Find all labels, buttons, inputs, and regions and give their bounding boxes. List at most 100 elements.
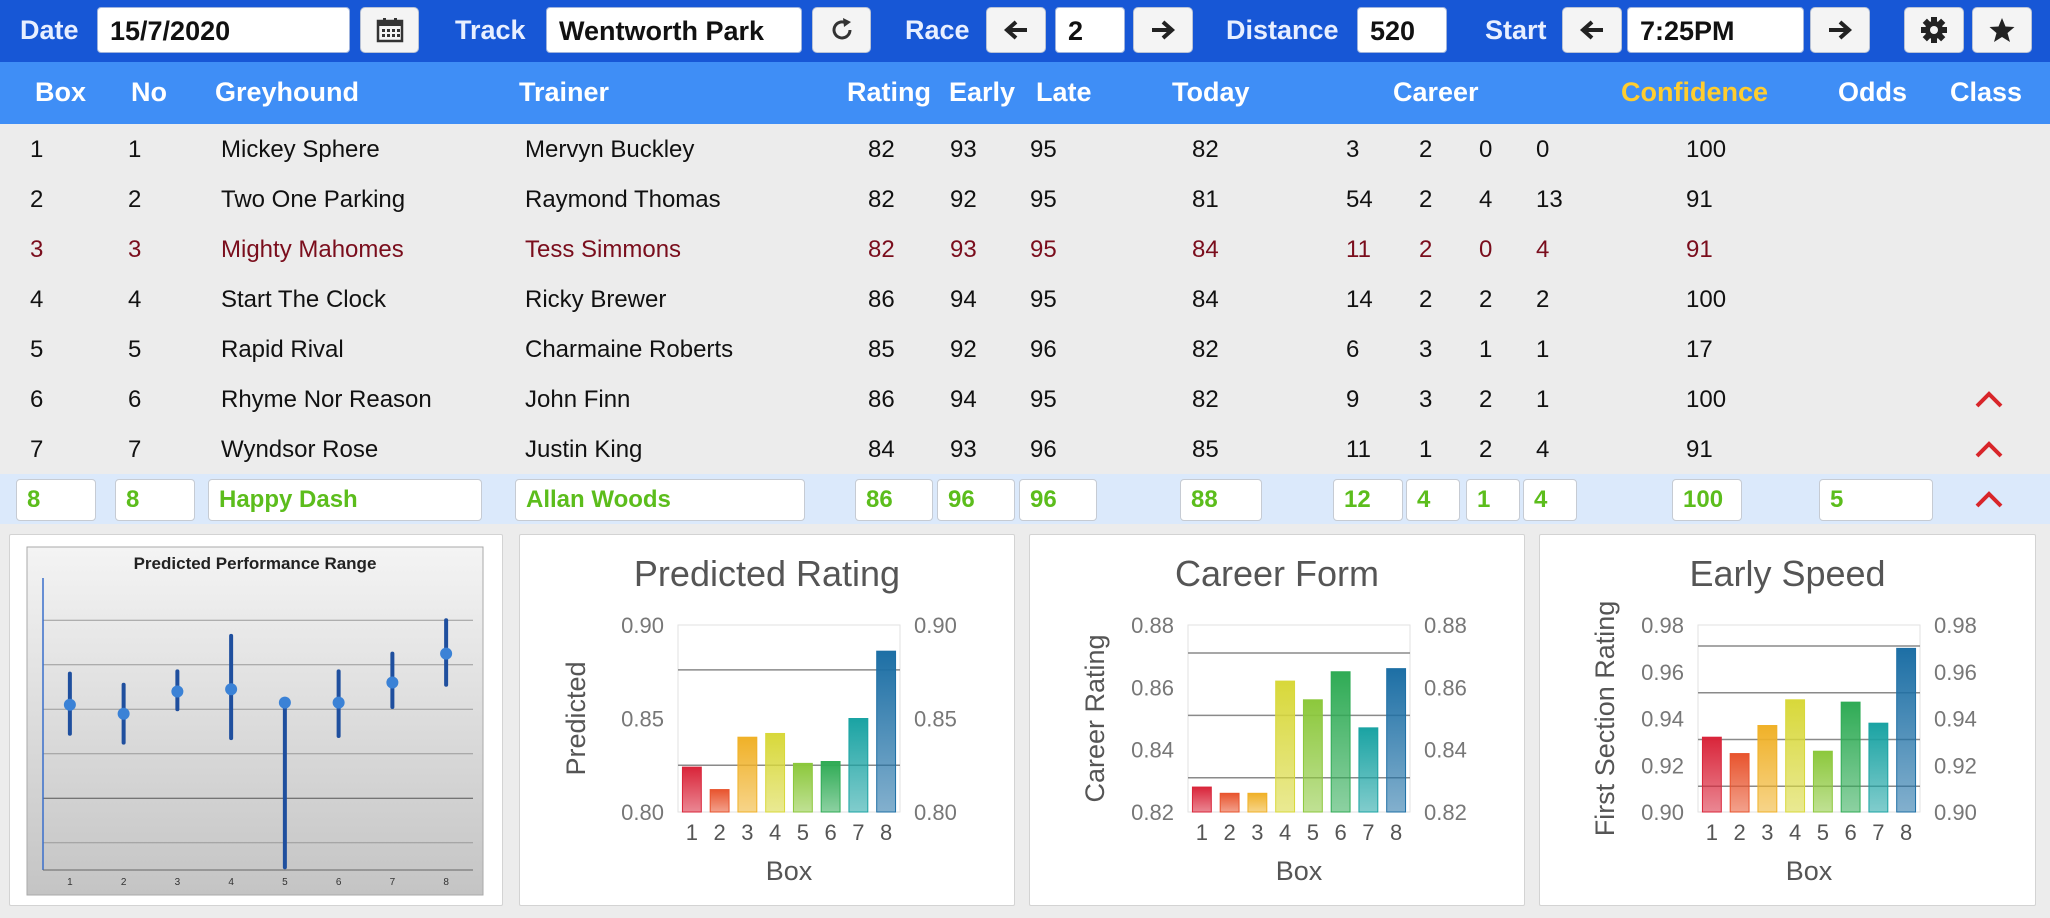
selected-box-input[interactable]: 8 xyxy=(16,479,96,521)
table-row[interactable]: 2 2 Two One Parking Raymond Thomas 82 92 95 81 5… xyxy=(0,174,2050,224)
selected-greyhound-input[interactable]: Happy Dash xyxy=(208,479,482,521)
bar xyxy=(1785,699,1806,813)
cell-career-seconds: 1 xyxy=(1479,336,1493,363)
selected-late-input[interactable]: 96 xyxy=(1019,479,1097,521)
track-input[interactable]: Wentworth Park xyxy=(546,7,802,53)
bar xyxy=(1868,722,1889,813)
start-prev-button[interactable] xyxy=(1562,7,1622,53)
selected-career-thirds-input[interactable]: 4 xyxy=(1523,479,1577,521)
bar xyxy=(1757,725,1778,813)
bar xyxy=(792,762,813,813)
selected-career-starts-input[interactable]: 12 xyxy=(1333,479,1403,521)
chevron-up-icon[interactable] xyxy=(1972,486,2006,512)
settings-button[interactable] xyxy=(1904,7,1964,53)
cell-career-thirds: 1 xyxy=(1536,386,1550,413)
col-trainer[interactable]: Trainer xyxy=(519,77,610,107)
col-greyhound[interactable]: Greyhound xyxy=(215,77,360,107)
bar xyxy=(1330,671,1351,813)
cell-trainer: Tess Simmons xyxy=(525,236,682,263)
toolbar: Date 15/7/2020 Track Wentworth Park Race… xyxy=(0,0,2050,62)
range-point xyxy=(440,647,453,660)
chart-title: Predicted Rating xyxy=(633,553,901,594)
range-point xyxy=(63,698,76,711)
cell-career-wins: 2 xyxy=(1419,286,1433,313)
distance-label: Distance xyxy=(1226,15,1339,45)
cell-trainer: Raymond Thomas xyxy=(525,186,721,213)
col-early[interactable]: Early xyxy=(949,77,1016,107)
selected-confidence-input[interactable]: 100 xyxy=(1672,479,1742,521)
cell-late: 95 xyxy=(1030,236,1057,263)
race-input[interactable]: 2 xyxy=(1055,7,1125,53)
cell-confidence: 91 xyxy=(1686,186,1713,213)
col-confidence[interactable]: Confidence xyxy=(1621,77,1769,107)
x-tick-label: 5 xyxy=(1307,820,1319,845)
cell-early: 93 xyxy=(950,236,977,263)
cell-career-starts: 11 xyxy=(1346,236,1371,263)
date-input[interactable]: 15/7/2020 xyxy=(97,7,350,53)
col-class[interactable]: Class xyxy=(1950,77,2023,107)
chevron-up-icon[interactable] xyxy=(1972,386,2006,412)
col-rating[interactable]: Rating xyxy=(847,77,931,107)
table-row[interactable]: 6 6 Rhyme Nor Reason John Finn 86 94 95 82 9 3 2 1 1… xyxy=(0,374,2050,424)
table-row[interactable]: 7 7 Wyndsor Rose Justin King 84 93 96 85 11 1 2 4 91 xyxy=(0,424,2050,474)
x-tick-label: 8 xyxy=(1900,820,1912,845)
selected-career-wins-input[interactable]: 4 xyxy=(1406,479,1460,521)
cell-career-wins: 3 xyxy=(1419,386,1433,413)
col-no[interactable]: No xyxy=(131,77,167,107)
performance-range-chart: Predicted Performance Range 1 2 3 4 5 6 7 8 xyxy=(26,546,484,896)
distance-input[interactable]: 520 xyxy=(1357,7,1447,53)
y-tick-label-left: 0.90 xyxy=(621,613,664,638)
start-time-input[interactable]: 7:25PM xyxy=(1627,7,1804,53)
chart-background xyxy=(26,546,484,896)
y-tick-label-left: 0.94 xyxy=(1641,707,1684,732)
cell-rating: 82 xyxy=(868,236,895,263)
selected-early-input[interactable]: 96 xyxy=(937,479,1015,521)
start-next-button[interactable] xyxy=(1810,7,1870,53)
cell-no: 6 xyxy=(128,386,142,413)
race-next-button[interactable] xyxy=(1133,7,1193,53)
table-row[interactable]: 5 5 Rapid Rival Charmaine Roberts 85 92 96 82 6 3… xyxy=(0,324,2050,374)
y-tick-label-left: 0.82 xyxy=(1131,800,1174,825)
gear-icon xyxy=(1921,17,1947,43)
cell-career-seconds: 2 xyxy=(1479,386,1493,413)
selected-odds-input[interactable]: 5 xyxy=(1819,479,1933,521)
col-odds[interactable]: Odds xyxy=(1838,77,1908,107)
selected-no-input[interactable]: 8 xyxy=(115,479,195,521)
date-label: Date xyxy=(20,15,79,45)
cell-career-starts: 9 xyxy=(1346,386,1360,413)
table-row[interactable]: 4 4 Start The Clock Ricky Brewer 86 94 95 84 14 2… xyxy=(0,274,2050,324)
selected-trainer-input[interactable]: Allan Woods xyxy=(515,479,805,521)
selected-rating-input[interactable]: 86 xyxy=(855,479,933,521)
col-late[interactable]: Late xyxy=(1036,77,1092,107)
table-row[interactable]: 3 3 Mighty Mahomes Tess Simmons 82 93 95 84 11 2 0… xyxy=(0,224,2050,274)
favorite-button[interactable] xyxy=(1972,7,2032,53)
cell-career-thirds: 4 xyxy=(1536,436,1550,463)
range-point xyxy=(332,696,345,709)
table-row[interactable]: 1 1 Mickey Sphere Mervyn Buckley 82 93 95 82 3 2 0… xyxy=(0,124,2050,174)
cell-career-thirds: 0 xyxy=(1536,136,1550,163)
calendar-button[interactable] xyxy=(360,7,419,53)
selected-row[interactable]: 8 8 Happy Dash Allan Woods 86 96 96 88 12 4 1 4 100 5 xyxy=(0,474,2050,524)
x-tick-label: 3 xyxy=(1251,820,1263,845)
chart-title: Predicted Performance Range xyxy=(134,554,377,573)
cell-no: 7 xyxy=(128,436,142,463)
chevron-up-icon[interactable] xyxy=(1972,436,2006,462)
y-tick-label-left: 0.96 xyxy=(1641,660,1684,685)
cell-early: 93 xyxy=(950,136,977,163)
selected-today-input[interactable]: 88 xyxy=(1180,479,1262,521)
x-tick-label: 4 xyxy=(1789,820,1801,845)
cell-late: 95 xyxy=(1030,386,1057,413)
selected-career-seconds-input[interactable]: 1 xyxy=(1466,479,1520,521)
bar xyxy=(1275,680,1296,813)
refresh-button[interactable] xyxy=(812,7,871,53)
x-tick-label: 6 xyxy=(1335,820,1347,845)
col-box[interactable]: Box xyxy=(35,77,87,107)
race-prev-button[interactable] xyxy=(986,7,1046,53)
col-today[interactable]: Today xyxy=(1172,77,1250,107)
cell-trainer: Charmaine Roberts xyxy=(525,336,734,363)
cell-early: 93 xyxy=(950,436,977,463)
col-career[interactable]: Career xyxy=(1393,77,1479,107)
cell-greyhound: Two One Parking xyxy=(221,186,406,213)
cell-career-starts: 3 xyxy=(1346,136,1360,163)
x-tick-label: 3 xyxy=(1761,820,1773,845)
